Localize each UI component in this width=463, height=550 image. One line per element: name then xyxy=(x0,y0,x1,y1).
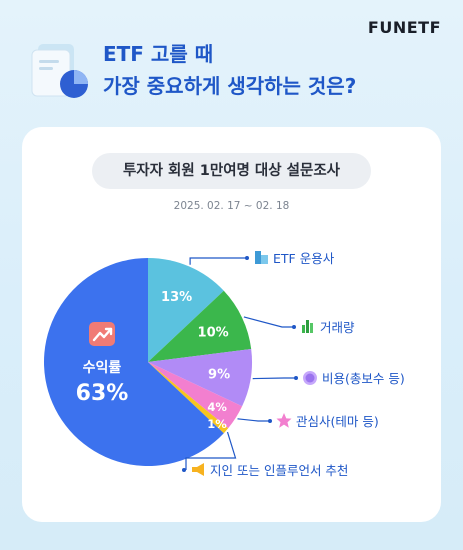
pie-category-label: 지인 또는 인플루언서 추천 xyxy=(210,463,348,478)
headline: ETF 고를 때 가장 중요하게 생각하는 것은? xyxy=(103,38,356,102)
headline-line-2: 가장 중요하게 생각하는 것은? xyxy=(103,74,357,98)
pie-connector-dot xyxy=(245,256,249,260)
pie-slice xyxy=(43,258,224,467)
pie-slice xyxy=(148,362,229,434)
headline-line-1: ETF 고를 때 xyxy=(103,42,214,66)
document-pie-chart-icon xyxy=(31,44,88,98)
pie-connector-dot xyxy=(182,468,186,472)
pie-connector-line xyxy=(252,377,296,380)
coin-icon xyxy=(303,371,317,385)
megaphone-icon xyxy=(192,463,204,476)
pie-value-label: 10% xyxy=(198,325,229,340)
survey-title: 투자자 회원 1만여명 대상 설문조사 xyxy=(92,153,371,189)
pie-category-label: ETF 운용사 xyxy=(273,251,335,266)
pie-slice xyxy=(148,348,252,407)
pie-value-label: 1% xyxy=(207,417,227,431)
pie-category-label: 거래량 xyxy=(320,320,355,335)
building-icon xyxy=(255,251,268,264)
pie-connector-dot xyxy=(294,376,298,380)
pie-slice xyxy=(148,362,243,429)
pie-value-label: 4% xyxy=(207,400,227,414)
pie-slice xyxy=(148,258,224,362)
pie-connector-dot xyxy=(268,419,272,423)
bar-chart-icon xyxy=(302,320,313,333)
pie-category-label: 비용(총보수 등) xyxy=(322,371,405,386)
pie-category-label: 수익률 xyxy=(83,359,122,376)
pie-connector-line xyxy=(189,257,247,265)
pie-connector-dot xyxy=(292,325,296,329)
trending-up-icon xyxy=(89,322,115,346)
star-icon xyxy=(276,413,292,428)
pie-category-label: 관심사(테마 등) xyxy=(296,414,379,429)
pie-value-label: 13% xyxy=(161,290,192,305)
pie-value-label: 9% xyxy=(208,367,230,382)
pie-slice xyxy=(148,290,252,362)
pie-connector-line xyxy=(185,431,237,470)
pie-connector-line xyxy=(237,418,270,422)
brand-logo: FUNETF xyxy=(367,18,441,37)
pie-connector-line xyxy=(243,316,294,328)
survey-date-range: 2025. 02. 17 ~ 02. 18 xyxy=(173,200,290,212)
pie-value-label: 63% xyxy=(76,381,129,406)
